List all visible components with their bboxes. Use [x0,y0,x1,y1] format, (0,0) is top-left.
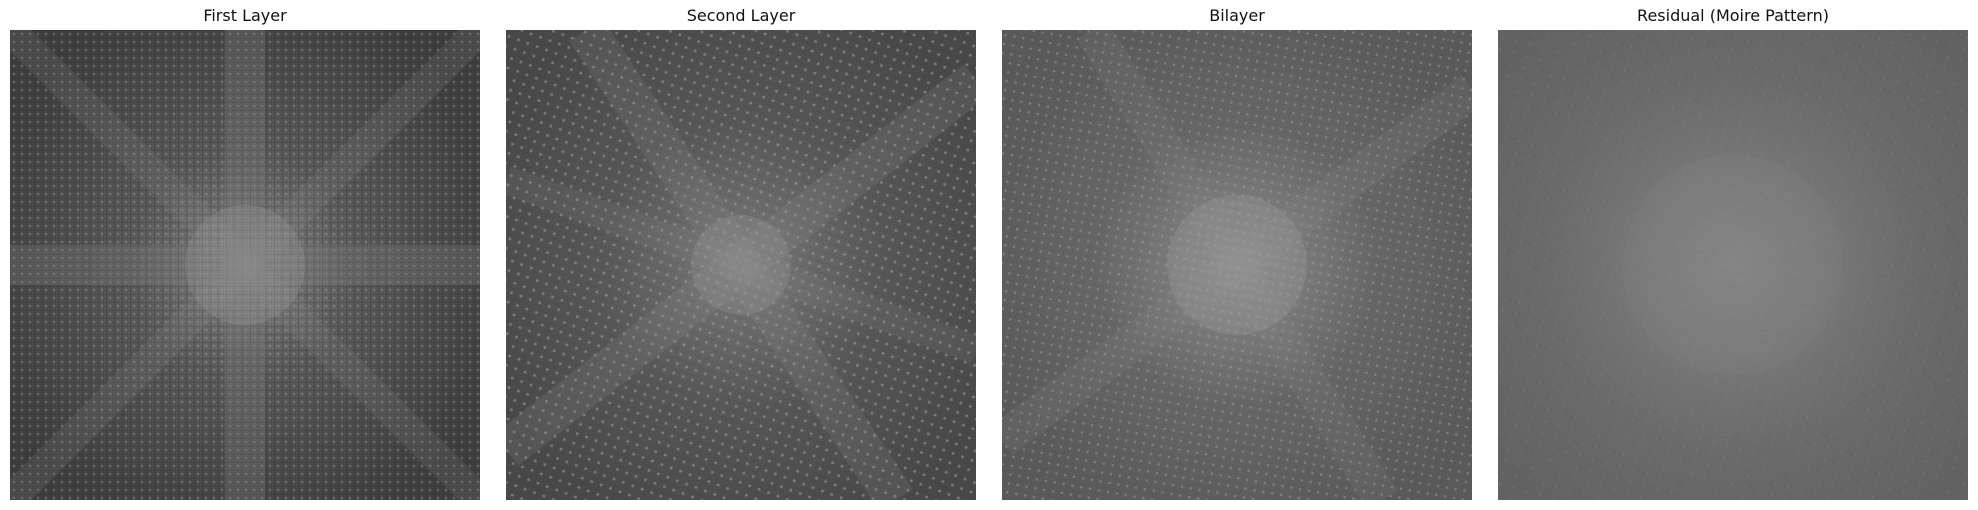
panel-second-layer: Second Layer [506,0,976,510]
panel-bilayer: Bilayer [1002,0,1472,510]
panel-title: Second Layer [686,6,796,25]
panel-residual: Residual (Moire Pattern) [1498,0,1968,510]
panel-title: First Layer [203,6,287,25]
panel-title: Bilayer [1209,6,1265,25]
panel-first-layer: First Layer [10,0,480,510]
first-layer-image [10,30,480,500]
panel-title: Residual (Moire Pattern) [1637,6,1829,25]
bilayer-image [1002,30,1472,500]
second-layer-image [506,30,976,500]
residual-moire-image [1498,30,1968,500]
